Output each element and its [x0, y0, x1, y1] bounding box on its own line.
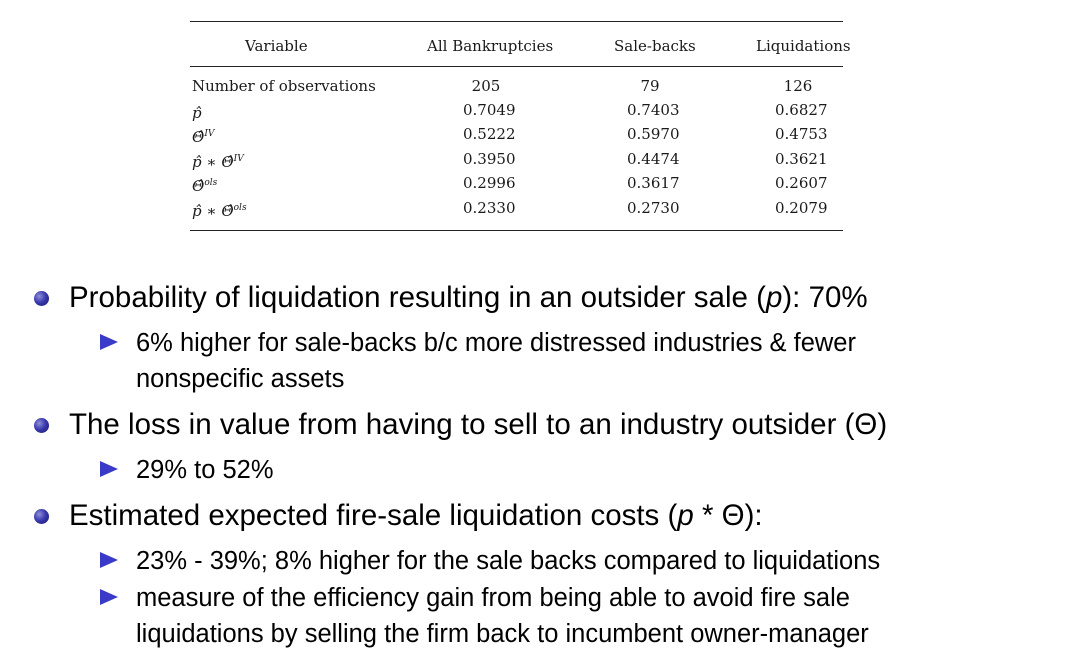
triangle-bullet-icon — [100, 461, 118, 477]
cell-sale-backs: 0.3617 — [627, 174, 680, 192]
cell-liquidations: 0.6827 — [775, 101, 828, 119]
table-row: Number of observations 205 79 126 — [190, 76, 843, 98]
header-sale-backs: Sale-backs — [614, 37, 696, 55]
cell-liquidations: 0.2607 — [775, 174, 828, 192]
bullet-variable: p — [677, 499, 694, 532]
row-symbol: p̂ — [192, 104, 202, 122]
row-superscript: IV — [204, 129, 215, 139]
row-label: Θ̂IV — [192, 124, 214, 147]
table-top-rule — [190, 21, 843, 22]
row-symbol: Θ̂ — [192, 177, 205, 195]
cell-all-bankruptcies: 0.2996 — [463, 174, 516, 192]
row-label: Θ̂ols — [192, 173, 217, 196]
table-bottom-rule — [190, 230, 843, 231]
bullet-text-after: ): 70% — [782, 281, 868, 314]
bullet-text-before: Probability of liquidation resulting in … — [69, 281, 766, 314]
bullet-text-after: * Θ): — [693, 499, 763, 532]
row-superscript: IV — [233, 154, 244, 164]
row-symbol: p̂ ∗ Θ̂ — [192, 153, 234, 171]
sub-bullet-line-1: 29% to 52% — [136, 456, 274, 484]
sub-bullet-line-2: nonspecific assets — [136, 365, 345, 393]
row-label: Number of observations — [192, 77, 376, 95]
bullet-dot-icon — [34, 509, 49, 524]
cell-liquidations: 0.4753 — [775, 125, 828, 143]
triangle-bullet-icon — [100, 334, 118, 350]
table-row: Θ̂ols 0.2996 0.3617 0.2607 — [190, 173, 843, 195]
cell-all-bankruptcies: 0.5222 — [463, 125, 516, 143]
row-superscript: ols — [204, 178, 218, 188]
cell-liquidations: 126 — [783, 77, 813, 95]
cell-all-bankruptcies: 0.3950 — [463, 150, 516, 168]
cell-sale-backs: 0.5970 — [627, 125, 680, 143]
cell-liquidations: 0.3621 — [775, 150, 828, 168]
table-row: Θ̂IV 0.5222 0.5970 0.4753 — [190, 124, 843, 146]
row-label: p̂ ∗ Θ̂ols — [192, 198, 247, 221]
bullet-dot-icon — [34, 291, 49, 306]
cell-all-bankruptcies: 0.2330 — [463, 199, 516, 217]
table-row: p̂ ∗ Θ̂IV 0.3950 0.4474 0.3621 — [190, 149, 843, 171]
cell-sale-backs: 79 — [640, 77, 660, 95]
row-symbol: p̂ ∗ Θ̂ — [192, 202, 234, 220]
cell-all-bankruptcies: 205 — [471, 77, 501, 95]
sub-bullet-line-1: measure of the efficiency gain from bein… — [136, 584, 850, 612]
triangle-bullet-icon — [100, 552, 118, 568]
sub-bullet-line-1: 6% higher for sale-backs b/c more distre… — [136, 329, 856, 357]
row-symbol: Θ̂ — [192, 128, 205, 146]
bullet-text-before: Estimated expected fire-sale liquidation… — [69, 499, 678, 532]
triangle-bullet-icon — [100, 589, 118, 605]
bullet-text: Probability of liquidation resulting in … — [69, 281, 868, 315]
row-superscript: ols — [233, 203, 247, 213]
cell-all-bankruptcies: 0.7049 — [463, 101, 516, 119]
bullet-text: Estimated expected fire-sale liquidation… — [69, 499, 763, 533]
header-all-bankruptcies: All Bankruptcies — [427, 37, 554, 55]
sub-bullet-line-1: 23% - 39%; 8% higher for the sale backs … — [136, 547, 881, 575]
cell-liquidations: 0.2079 — [775, 199, 828, 217]
table-header-rule — [190, 66, 843, 67]
header-liquidations: Liquidations — [756, 37, 851, 55]
bullet-variable: p — [765, 281, 783, 314]
sub-bullet-line-2: liquidations by selling the firm back to… — [136, 620, 869, 648]
cell-sale-backs: 0.2730 — [627, 199, 680, 217]
bullet-text-before: The loss in value from having to sell to… — [69, 408, 888, 441]
bullet-text: The loss in value from having to sell to… — [69, 408, 887, 442]
row-label: p̂ ∗ Θ̂IV — [192, 149, 244, 172]
table-header-row: Variable All Bankruptcies Sale-backs Liq… — [190, 36, 851, 58]
row-label: p̂ — [192, 100, 202, 123]
header-variable: Variable — [245, 37, 308, 55]
cell-sale-backs: 0.7403 — [627, 101, 680, 119]
table-row: p̂ 0.7049 0.7403 0.6827 — [190, 100, 843, 122]
table-row: p̂ ∗ Θ̂ols 0.2330 0.2730 0.2079 — [190, 198, 843, 220]
bullet-dot-icon — [34, 418, 49, 433]
cell-sale-backs: 0.4474 — [627, 150, 680, 168]
